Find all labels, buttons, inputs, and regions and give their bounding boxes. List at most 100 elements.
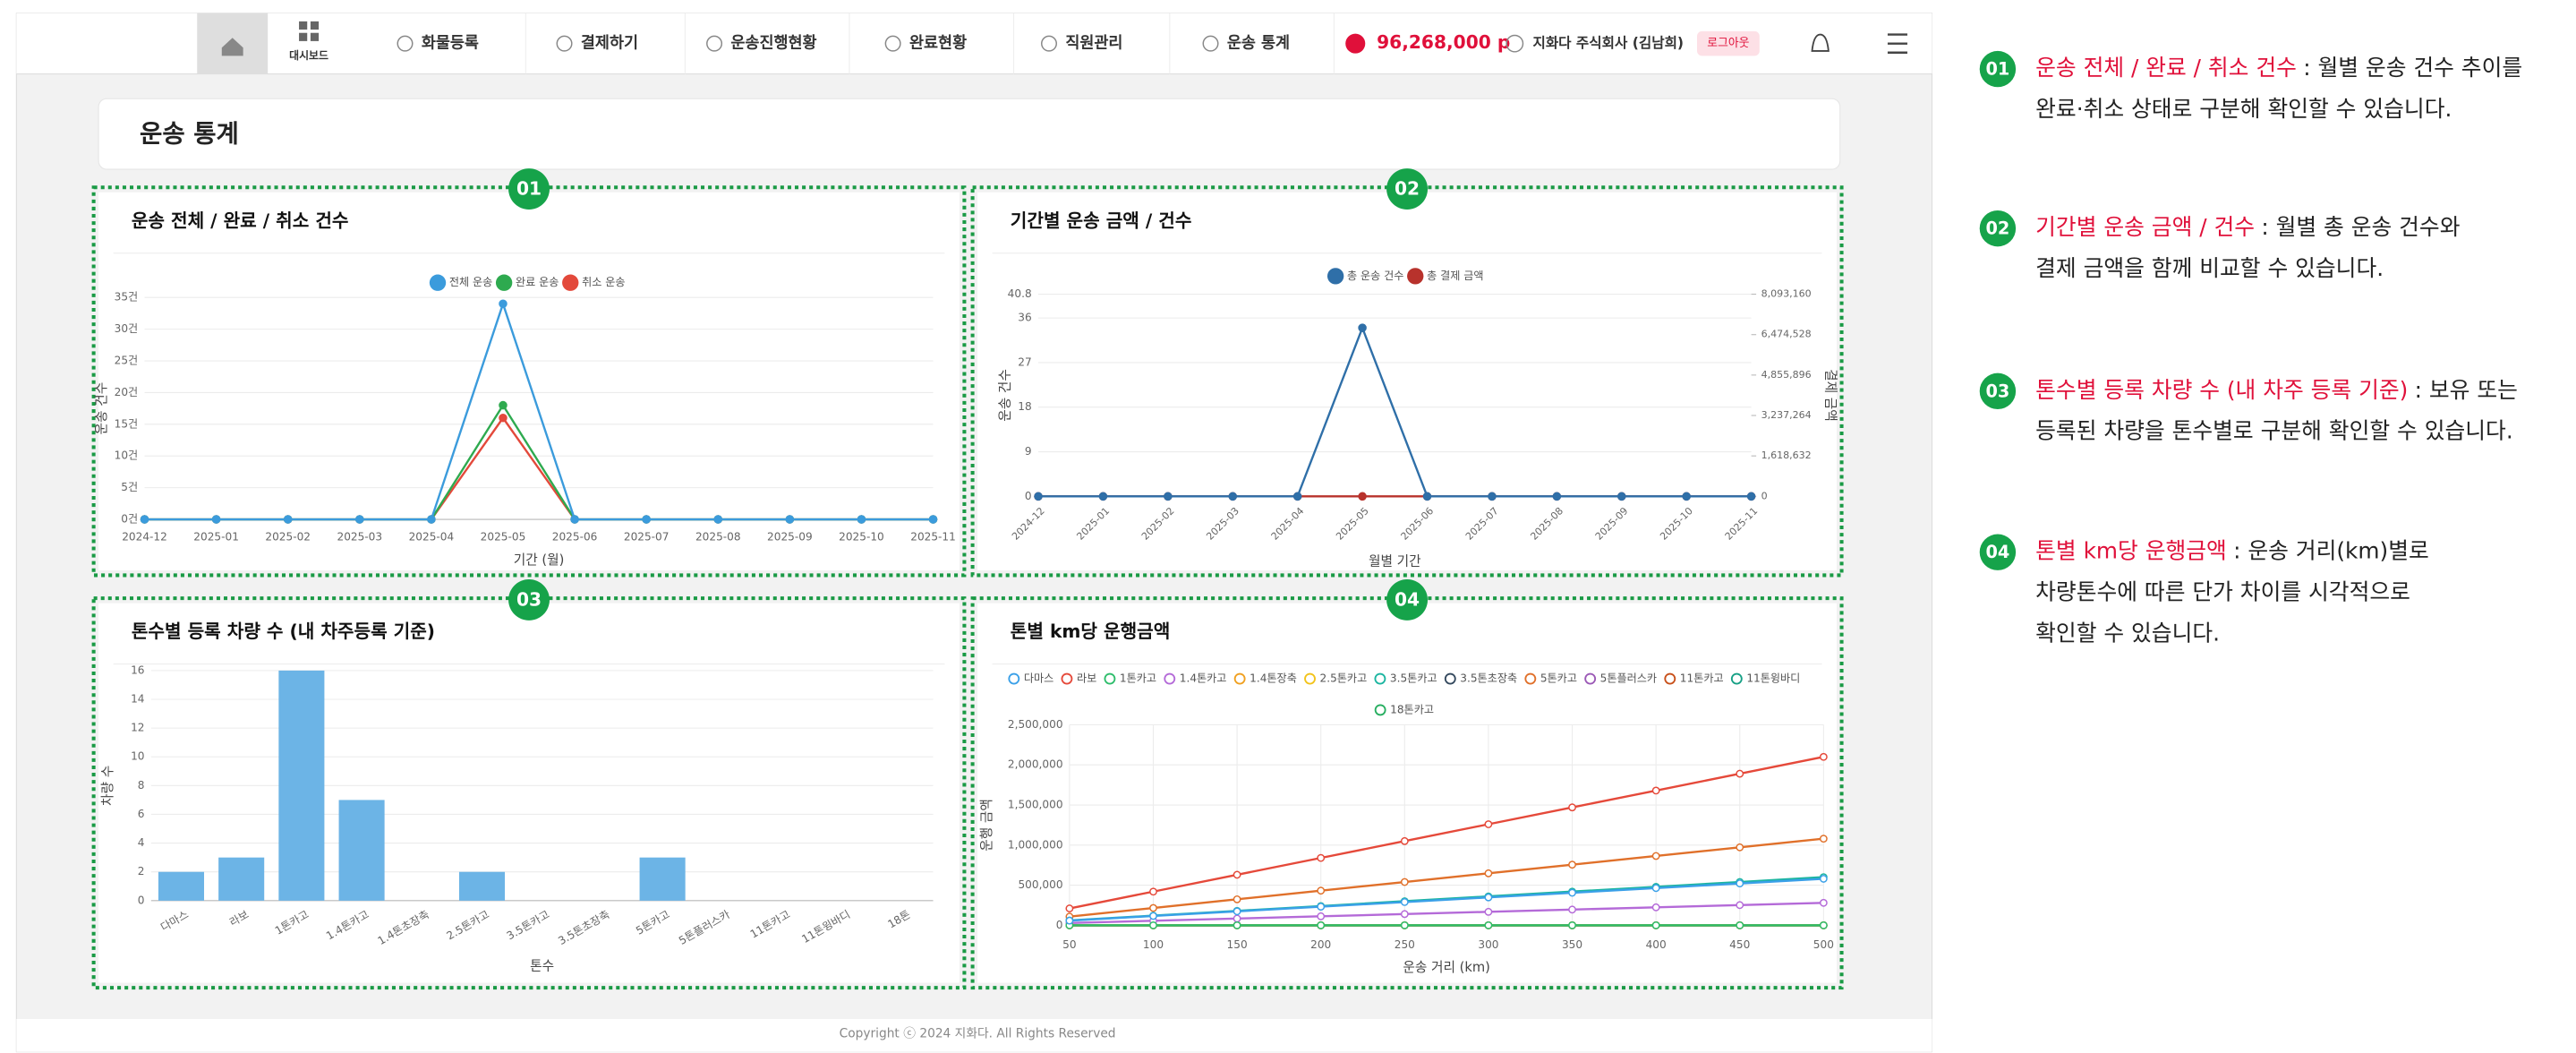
y-tick-label: 30건 (115, 322, 139, 335)
nav-icon (706, 35, 723, 52)
nav-item[interactable]: 운송진행현황 (730, 35, 816, 53)
nav-item[interactable]: 결제하기 (581, 34, 638, 53)
annotation-badge (1979, 50, 2017, 88)
data-point (499, 400, 508, 410)
bar (158, 871, 205, 901)
nav-item[interactable]: 완료현황 (909, 35, 967, 53)
data-point (1484, 907, 1493, 916)
data-point (1034, 492, 1043, 501)
data-point (1568, 860, 1576, 869)
badge (1386, 579, 1429, 621)
home-icon (221, 38, 243, 56)
data-point (1616, 492, 1626, 501)
logout-button[interactable] (1697, 30, 1760, 56)
data-point (1149, 912, 1157, 920)
x-tick-label: 2025-06 (552, 531, 598, 544)
points: 96,268,000 p (1377, 31, 1510, 53)
y2-tick-label: 3,237,264 (1761, 409, 1812, 421)
data-point (1568, 920, 1576, 929)
legend-label: 전체 운송 (449, 276, 492, 288)
data-point (211, 515, 221, 524)
legend-item: 5톤카고 (1524, 672, 1577, 685)
annotation-text: : 보유 또는 (2415, 377, 2518, 403)
data-point (1484, 820, 1493, 828)
y-tick-label: 0건 (121, 513, 138, 526)
data-point (1400, 897, 1409, 906)
bar (218, 857, 265, 901)
data-point (713, 515, 723, 524)
points-icon (1345, 33, 1366, 54)
series-line (1069, 902, 1824, 925)
y-tick-label: 10건 (115, 449, 139, 462)
y-tick-label: 40.8 (1008, 287, 1032, 300)
legend-label: 3.5톤카고 (1390, 672, 1437, 685)
annotation-badge (1979, 372, 2017, 410)
legend-label: 총 운송 건수 (1347, 270, 1403, 282)
annotation-number: 01 (1986, 59, 2010, 80)
chart-title: 톤수별 등록 차량 수 (내 차주등록 기준) (132, 621, 435, 642)
chart-panel (98, 603, 960, 983)
data-point (1736, 920, 1744, 929)
x-tick-label: 150 (1227, 938, 1248, 951)
annotation-line: 톤별 km당 운행금액: 운송 거리(km)별로 (2035, 538, 2429, 564)
x-axis-label: 운송 거리 (km) (1403, 960, 1490, 975)
legend-item: 11톤카고 (1664, 672, 1724, 685)
chart-panel (977, 603, 1838, 983)
x-tick-label: 2025-01 (193, 531, 239, 544)
user-icon (1506, 34, 1524, 53)
nav-icon (1202, 35, 1219, 52)
y-axis-label: 차량 수 (100, 766, 115, 806)
data-point (1484, 920, 1493, 929)
y-tick-label: 2,500,000 (1008, 718, 1063, 731)
badge-label: 01 (516, 178, 542, 200)
x-axis-label: 톤수 (530, 958, 554, 973)
data-point (1651, 786, 1660, 795)
annotation-text: : 월별 총 운송 건수와 (2261, 214, 2460, 240)
badge (508, 579, 550, 621)
legend-marker (1407, 268, 1424, 285)
annotation-highlight: 톤별 km당 운행금액 (2035, 538, 2227, 564)
x-tick-label: 2025-11 (910, 531, 956, 544)
data-point (1317, 912, 1326, 920)
legend-item: 1.4톤카고 (1164, 672, 1226, 685)
legend-label: 1톤카고 (1120, 672, 1156, 685)
bell-icon[interactable] (1811, 33, 1830, 52)
annotation-line: 기간별 운송 금액 / 건수: 월별 총 운송 건수와 (2035, 214, 2460, 240)
y2-axis-label: 결제 금액 (1823, 369, 1838, 422)
nav-item[interactable]: 화물등록 (422, 35, 479, 53)
title-card (98, 98, 1841, 170)
x-tick-label: 2025-04 (409, 531, 455, 544)
annotation-badge (1979, 534, 2017, 570)
legend-marker (1326, 268, 1344, 285)
nav-item[interactable]: 직원관리 (1065, 35, 1122, 53)
legend-marker (1524, 672, 1537, 685)
data-point (1819, 898, 1828, 907)
legend-item: 3.5톤초장축 (1444, 672, 1517, 685)
nav-item[interactable]: 운송 통계 (1227, 35, 1290, 53)
x-axis-label: 월별 기간 (1369, 554, 1421, 569)
legend-label: 라보 (1077, 672, 1096, 685)
y-tick-label: 8 (138, 779, 145, 792)
nav-icon (1041, 35, 1057, 52)
x-tick-label: 400 (1646, 938, 1667, 951)
data-point (642, 515, 651, 524)
y-tick-label: 1,500,000 (1008, 799, 1063, 811)
data-point (1736, 901, 1744, 910)
legend-marker (1664, 672, 1676, 685)
y-tick-label: 16 (131, 663, 144, 676)
y2-tick-label: 4,855,896 (1761, 369, 1812, 381)
badge-label: 02 (1395, 178, 1420, 200)
legend-label: 취소 운송 (582, 276, 625, 288)
data-point (1149, 903, 1157, 912)
data-point (1400, 910, 1409, 919)
bar (458, 871, 506, 901)
data-point (1736, 843, 1744, 852)
y-tick-label: 10 (131, 750, 144, 763)
legend-label: 3.5톤초장축 (1460, 672, 1517, 685)
data-point (1149, 887, 1157, 896)
legend-marker (1061, 672, 1073, 685)
y-tick-label: 0 (1025, 490, 1032, 502)
legend-label: 18톤카고 (1390, 703, 1434, 715)
legend-marker (1104, 672, 1116, 685)
